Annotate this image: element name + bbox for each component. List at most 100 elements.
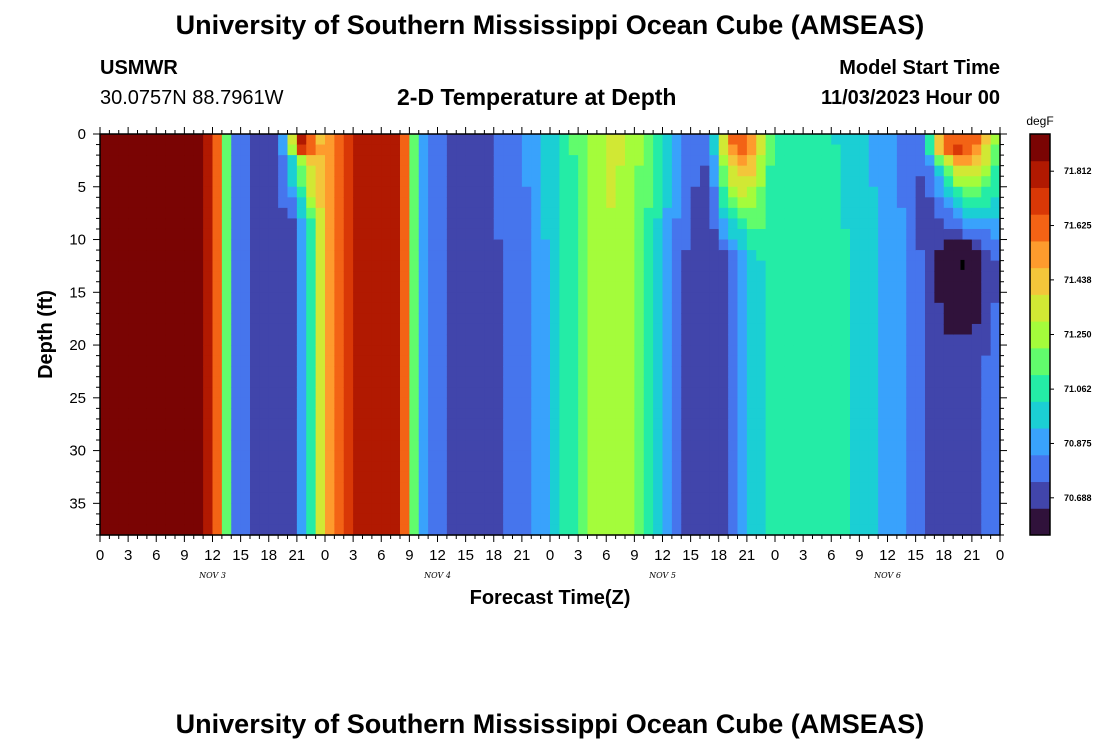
heatmap-cell <box>803 292 814 304</box>
heatmap-cell <box>568 176 579 188</box>
heatmap-cell <box>240 134 251 146</box>
heatmap-cell <box>906 271 917 283</box>
colorbar-segment <box>1030 214 1050 242</box>
heatmap-cell <box>493 134 504 146</box>
heatmap-cell <box>296 250 307 262</box>
heatmap-cell <box>334 176 345 188</box>
heatmap-cell <box>681 503 692 515</box>
heatmap-cell <box>671 334 682 346</box>
heatmap-cell <box>343 418 354 431</box>
heatmap-cell <box>671 207 682 220</box>
heatmap-cell <box>568 440 579 452</box>
heatmap-cell <box>268 408 279 420</box>
heatmap-cell <box>831 450 842 462</box>
heatmap-cell <box>175 313 185 325</box>
heatmap-cell <box>709 176 720 188</box>
heatmap-cell <box>606 134 617 146</box>
heatmap-cell <box>362 450 373 462</box>
x-tick-label: 12 <box>879 547 896 564</box>
heatmap-cell <box>400 376 410 388</box>
heatmap-cell <box>934 408 945 420</box>
heatmap-cell <box>531 281 542 293</box>
heatmap-cell <box>456 260 467 272</box>
heatmap-cell <box>765 408 776 420</box>
heatmap-cell <box>700 387 710 399</box>
heatmap-cell <box>559 366 570 378</box>
heatmap-cell <box>175 281 185 293</box>
heatmap-cell <box>756 418 767 431</box>
heatmap-cell <box>503 397 514 409</box>
heatmap-cell <box>850 440 860 452</box>
heatmap-cell <box>981 471 992 483</box>
heatmap-cell <box>821 429 832 441</box>
heatmap-cell <box>793 218 804 230</box>
heatmap-cell <box>418 186 429 198</box>
heatmap-cell <box>925 281 935 293</box>
heatmap-cell <box>559 281 570 293</box>
heatmap-cell <box>765 471 776 483</box>
heatmap-cell <box>559 355 570 367</box>
heatmap-cell <box>268 250 279 262</box>
heatmap-cell <box>981 228 992 241</box>
heatmap-cell <box>559 323 570 336</box>
heatmap-cell <box>840 313 851 325</box>
heatmap-cell <box>100 260 110 272</box>
heatmap-cell <box>878 313 889 325</box>
heatmap-cell <box>100 302 110 314</box>
heatmap-cell <box>925 260 935 272</box>
heatmap-cell <box>296 218 307 230</box>
heatmap-cell <box>390 281 401 293</box>
heatmap-cell <box>428 176 439 188</box>
heatmap-cell <box>831 281 842 293</box>
heatmap-cell <box>371 165 382 177</box>
heatmap-cell <box>559 524 570 536</box>
heatmap-cell <box>512 334 523 346</box>
heatmap-cell <box>456 313 467 325</box>
heatmap-cell <box>896 176 907 188</box>
heatmap-cell <box>221 366 232 378</box>
heatmap-cell <box>934 228 945 241</box>
x-tick-label: 3 <box>574 547 582 564</box>
heatmap-cell <box>175 471 185 483</box>
heatmap-cell <box>840 440 851 452</box>
heatmap-cell <box>709 450 720 462</box>
heatmap-cell <box>343 376 354 388</box>
heatmap-cell <box>812 176 823 188</box>
heatmap-cell <box>559 260 570 272</box>
heatmap-cell <box>671 450 682 462</box>
heatmap-cell <box>193 366 204 378</box>
heatmap-cell <box>475 334 485 346</box>
heatmap-cell <box>428 228 439 241</box>
heatmap-cell <box>493 281 504 293</box>
heatmap-cell <box>334 186 345 198</box>
heatmap-cell <box>540 513 551 526</box>
heatmap-cell <box>343 482 354 494</box>
heatmap-cell <box>906 155 917 167</box>
heatmap-cell <box>718 186 729 198</box>
heatmap-cell <box>962 313 973 325</box>
heatmap-cell <box>503 207 514 220</box>
heatmap-cell <box>550 387 560 399</box>
heatmap-cell <box>746 165 757 177</box>
heatmap-cell <box>709 387 720 399</box>
heatmap-cell <box>540 492 551 504</box>
heatmap-cell <box>325 292 335 304</box>
heatmap-cell <box>765 492 776 504</box>
heatmap-cell <box>175 524 185 536</box>
heatmap-cell <box>765 155 776 167</box>
heatmap-cell <box>315 260 326 272</box>
heatmap-cell <box>643 450 654 462</box>
heatmap-cell <box>390 524 401 536</box>
heatmap-cell <box>268 376 279 388</box>
heatmap-cell <box>990 239 1001 251</box>
heatmap-cell <box>390 482 401 494</box>
heatmap-cell <box>531 503 542 515</box>
heatmap-cell <box>981 513 992 526</box>
heatmap-cell <box>850 503 860 515</box>
heatmap-cell <box>221 471 232 483</box>
heatmap-cell <box>118 281 129 293</box>
heatmap-cell <box>990 471 1001 483</box>
heatmap-cell <box>221 134 232 146</box>
heatmap-cell <box>859 281 870 293</box>
heatmap-cell <box>812 250 823 262</box>
